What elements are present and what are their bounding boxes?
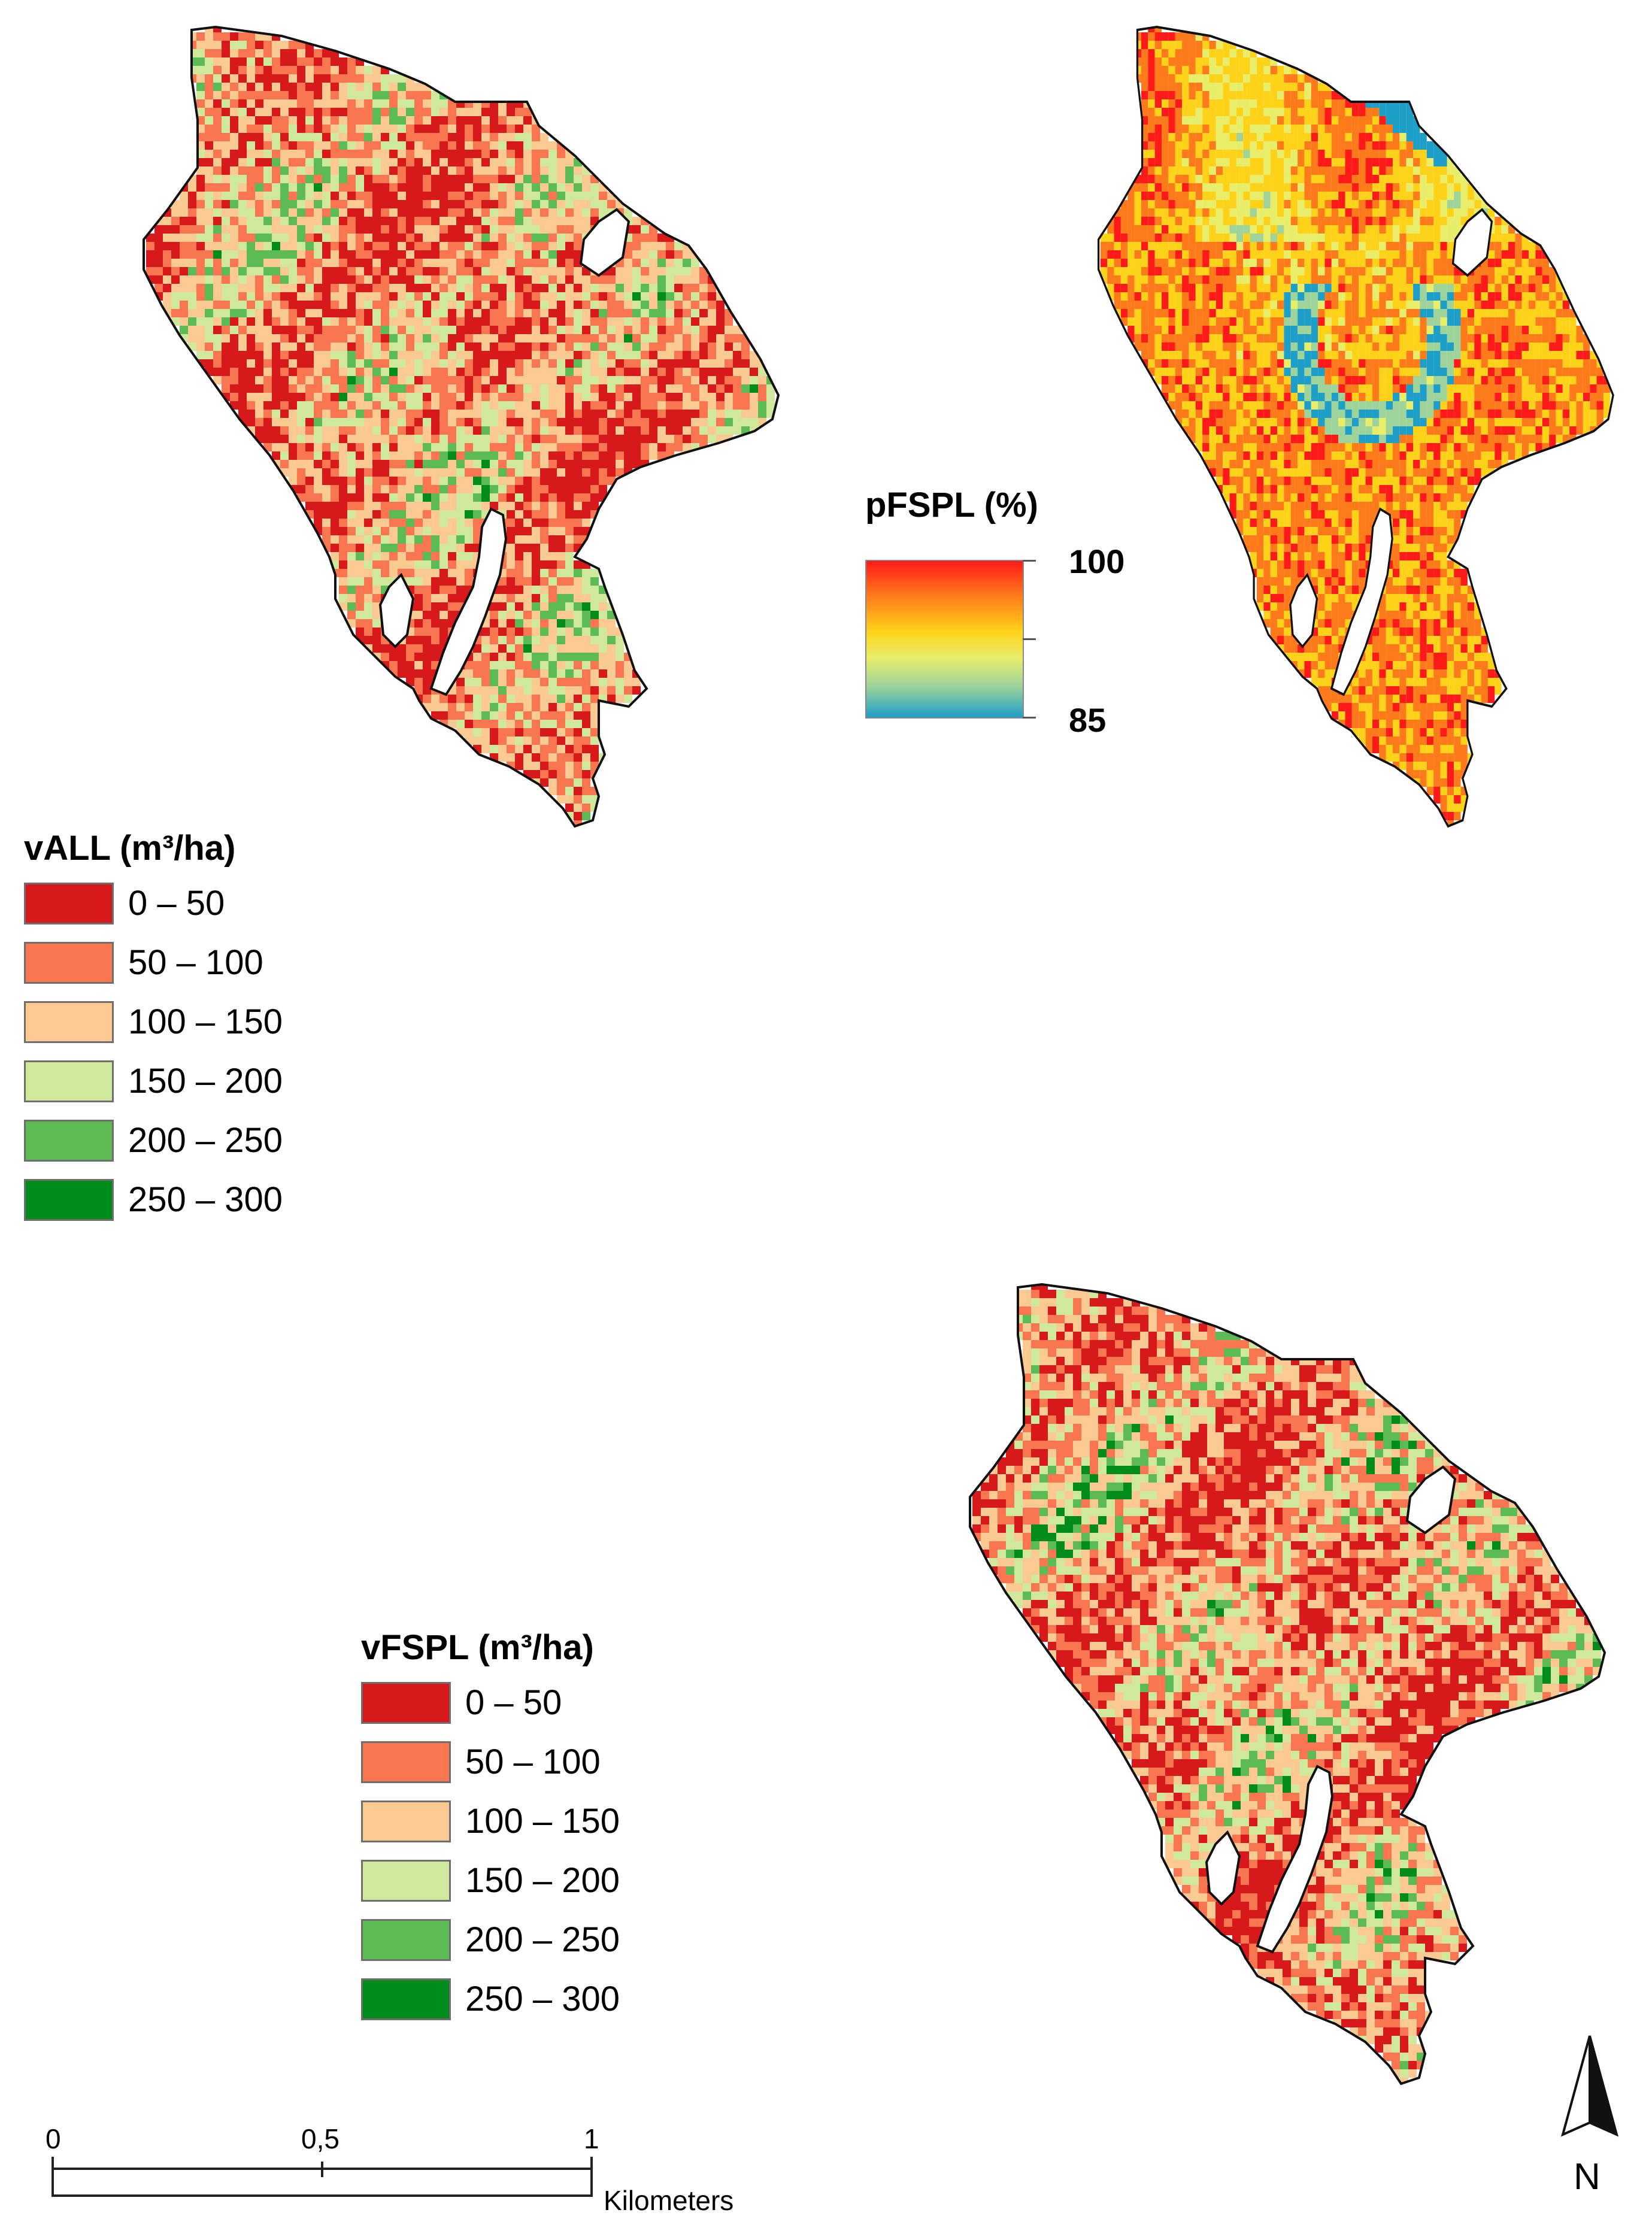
legend-item: 100 – 150: [24, 992, 283, 1051]
gradient-tick: [1023, 638, 1036, 640]
map-vfspl: [969, 1283, 1606, 2086]
legend-item: 150 – 200: [24, 1051, 283, 1111]
legend-item: 150 – 200: [361, 1851, 620, 1910]
legend-swatch: [24, 882, 114, 924]
legend-vall: vALL (m³/ha) 0 – 50 50 – 100 100 – 150 1…: [24, 829, 283, 1229]
legend-label: 250 – 300: [465, 1980, 620, 2018]
legend-swatch: [24, 1060, 114, 1102]
study-area-boundary: [1097, 25, 1614, 828]
pfspl-raster: [1100, 27, 1611, 826]
legend-swatch: [361, 1800, 451, 1842]
legend-vall-title: vALL (m³/ha): [24, 829, 236, 868]
legend-swatch: [361, 1978, 451, 2020]
inlet-south: [429, 507, 508, 696]
legend-label: 200 – 250: [465, 1920, 620, 1959]
legend-vfspl-title: vFSPL (m³/ha): [361, 1628, 594, 1667]
clearing-south: [1205, 1830, 1241, 1906]
vfspl-raster: [972, 1284, 1601, 2084]
legend-label: 250 – 300: [128, 1180, 283, 1219]
legend-label: 0 – 50: [465, 1683, 562, 1722]
legend-label: 0 – 50: [128, 884, 225, 923]
clearing-east: [1405, 1465, 1457, 1535]
legend-swatch: [24, 1119, 114, 1162]
legend-item: 200 – 250: [24, 1111, 283, 1170]
legend-label: 100 – 150: [128, 1002, 283, 1041]
legend-label: 50 – 100: [128, 943, 263, 982]
map-pfspl: [1097, 25, 1614, 828]
scale-label-half: 0,5: [301, 2123, 340, 2154]
legend-swatch: [361, 1918, 451, 1961]
study-area-boundary: [143, 25, 780, 828]
gradient-tick: [1023, 717, 1036, 719]
clearing-east: [1451, 208, 1493, 277]
north-label: N: [1574, 2156, 1601, 2197]
legend-item: 250 – 300: [24, 1170, 283, 1229]
legend-pfspl-max: 100: [1069, 542, 1125, 580]
legend-pfspl-gradient: [865, 560, 1024, 719]
legend-swatch: [361, 1741, 451, 1783]
legend-item: 0 – 50: [24, 874, 283, 933]
north-arrow-icon: [1560, 2035, 1619, 2137]
inlet-south: [1256, 1765, 1334, 1954]
legend-swatch: [24, 1001, 114, 1043]
scale-bar: [51, 2157, 593, 2197]
clearing-south: [378, 572, 415, 648]
legend-label: 200 – 250: [128, 1121, 283, 1160]
map-vall: [143, 25, 780, 828]
legend-label: 150 – 200: [128, 1062, 283, 1101]
legend-item: 0 – 50: [361, 1673, 620, 1732]
legend-label: 50 – 100: [465, 1742, 601, 1781]
study-area-boundary: [969, 1283, 1606, 2086]
legend-swatch: [361, 1859, 451, 1902]
legend-pfspl-min: 85: [1069, 701, 1107, 739]
scale-label-0: 0: [46, 2123, 61, 2154]
legend-item: 100 – 150: [361, 1792, 620, 1851]
legend-swatch: [24, 941, 114, 984]
gradient-tick: [1023, 560, 1036, 562]
legend-item: 50 – 100: [361, 1732, 620, 1792]
scale-unit: Kilometers: [604, 2185, 734, 2216]
legend-label: 150 – 200: [465, 1861, 620, 1900]
legend-label: 100 – 150: [465, 1802, 620, 1841]
legend-swatch: [361, 1681, 451, 1724]
legend-swatch: [24, 1178, 114, 1221]
clearing-south: [1289, 572, 1318, 648]
inlet-south: [1330, 507, 1393, 696]
legend-item: 50 – 100: [24, 933, 283, 992]
vall-raster: [146, 27, 775, 826]
legend-item: 250 – 300: [361, 1969, 620, 2029]
clearing-east: [579, 208, 631, 277]
legend-pfspl-title: pFSPL (%): [865, 486, 1038, 525]
scale-label-1: 1: [584, 2123, 599, 2154]
legend-vfspl: vFSPL (m³/ha) 0 – 50 50 – 100 100 – 150 …: [361, 1629, 620, 2029]
legend-item: 200 – 250: [361, 1910, 620, 1969]
